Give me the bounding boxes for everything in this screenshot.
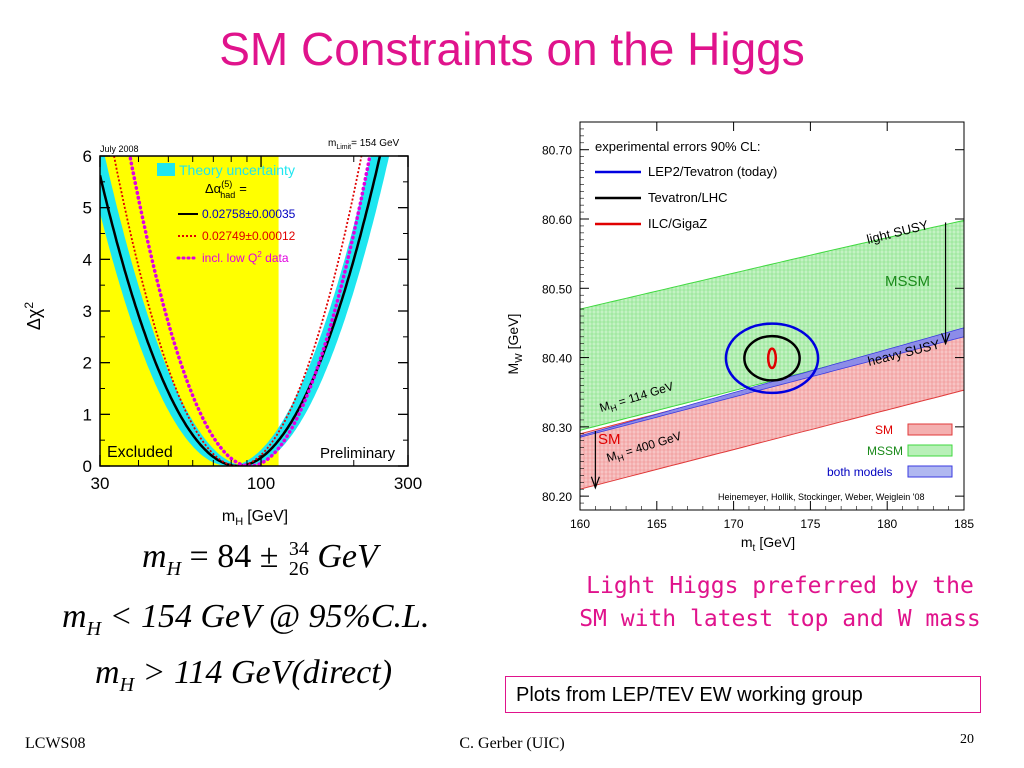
y-tick-label: 1 xyxy=(83,405,92,424)
page-number: 20 xyxy=(960,732,974,747)
caption-line-1: Light Higgs preferred by the xyxy=(586,573,974,599)
legend-series1-label: 0.02758±0.00035 xyxy=(202,207,296,221)
source-note: Plots from LEP/TEV EW working group xyxy=(505,676,981,713)
mssm-label: MSSM xyxy=(885,273,930,290)
y-tick-label: 6 xyxy=(83,147,92,166)
formula-mh-fit: mH = 84 ± 34 26 GeV xyxy=(142,538,378,581)
series-curve-2 xyxy=(113,156,363,466)
y-tick-label: 80.50 xyxy=(542,282,572,296)
chart-stamp-date: July 2008 xyxy=(100,144,139,154)
x-tick-label: 180 xyxy=(877,517,897,531)
x-tick-label: 300 xyxy=(394,474,422,493)
x-tick-label: 175 xyxy=(800,517,820,531)
mw-mt-chart: 80.20 80.30 80.40 80.50 80.60 80.70 160 165 170 1… xyxy=(505,121,974,554)
footer-left: LCWS08 xyxy=(25,735,86,752)
footer-center: C. Gerber (UIC) xyxy=(459,735,565,752)
preliminary-label: Preliminary xyxy=(320,445,396,462)
higgs-chi2-chart: 0 1 2 3 4 5 6 30 100 300 July 2008 mLimit= 154 Ge… xyxy=(22,138,422,528)
y-tick-label: 0 xyxy=(83,457,92,476)
y-tick-label: 80.40 xyxy=(542,352,572,366)
formula-mh-direct: mH > 114 GeV(direct) xyxy=(95,654,393,696)
legend-mssm-label: MSSM xyxy=(867,444,903,458)
arrow-head xyxy=(941,333,951,346)
x-tick-label: 185 xyxy=(954,517,974,531)
caption-line-2: SM with latest top and W mass xyxy=(579,606,981,632)
ellipse-lep-tevatron xyxy=(724,322,820,395)
ellipse-ilc-gigaz xyxy=(766,347,778,370)
x-tick-label: 30 xyxy=(91,474,110,493)
y-tick-label: 4 xyxy=(83,250,92,269)
chart-stamp-limit: mLimit= 154 GeV xyxy=(328,138,400,151)
ellipse-tevatron-lhc xyxy=(743,334,801,382)
legend-theory-label: Theory uncertainty xyxy=(179,162,295,178)
legend-sm-label: SM xyxy=(875,423,893,437)
legend-sm-swatch xyxy=(907,423,953,436)
legend-mssm-swatch xyxy=(907,444,953,457)
x-axis-label: mH [GeV] xyxy=(222,508,288,528)
legend-both-label: both models xyxy=(827,465,892,479)
credit-label: Heinemeyer, Hollik, Stockinger, Weber, W… xyxy=(718,492,925,502)
excluded-label: Excluded xyxy=(107,444,173,461)
legend-lep-label: LEP2/Tevatron (today) xyxy=(648,164,777,179)
legend-both-swatch xyxy=(907,465,953,478)
x-axis-label: mt [GeV] xyxy=(741,534,795,554)
slide-title: SM Constraints on the Higgs xyxy=(219,23,805,75)
legend-title: experimental errors 90% CL: xyxy=(595,139,760,154)
y-axis-label: Δχ2 xyxy=(22,302,44,330)
x-tick-label: 160 xyxy=(570,517,590,531)
arrow-head xyxy=(590,476,600,490)
y-tick-label: 80.70 xyxy=(542,144,572,158)
legend-ilc-label: ILC/GigaZ xyxy=(648,216,707,231)
y-tick-label: 80.20 xyxy=(542,490,572,504)
y-tick-label: 3 xyxy=(83,302,92,321)
y-tick-label: 80.60 xyxy=(542,213,572,227)
conclusion-caption: Light Higgs preferred by the SM with lat… xyxy=(560,570,1000,636)
legend-alpha-label: Δα(5) had = xyxy=(205,179,247,200)
legend-theory-swatch xyxy=(157,163,175,176)
x-tick-label: 170 xyxy=(724,517,744,531)
legend-series2-label: 0.02749±0.00012 xyxy=(202,229,296,243)
series-curve-1 xyxy=(100,156,382,466)
sm-label: SM xyxy=(598,431,621,448)
theory-uncertainty-band xyxy=(100,156,390,466)
y-tick-label: 2 xyxy=(83,354,92,373)
legend-series3-label: incl. low Q2 data xyxy=(202,250,289,265)
x-tick-label: 100 xyxy=(247,474,275,493)
formula-mh-limit: mH < 154 GeV @ 95%C.L. xyxy=(62,598,430,640)
y-axis-label: MW[GeV] xyxy=(505,314,525,375)
legend-tev-label: Tevatron/LHC xyxy=(648,190,727,205)
x-tick-label: 165 xyxy=(647,517,667,531)
y-tick-label: 80.30 xyxy=(542,421,572,435)
y-tick-label: 5 xyxy=(83,199,92,218)
